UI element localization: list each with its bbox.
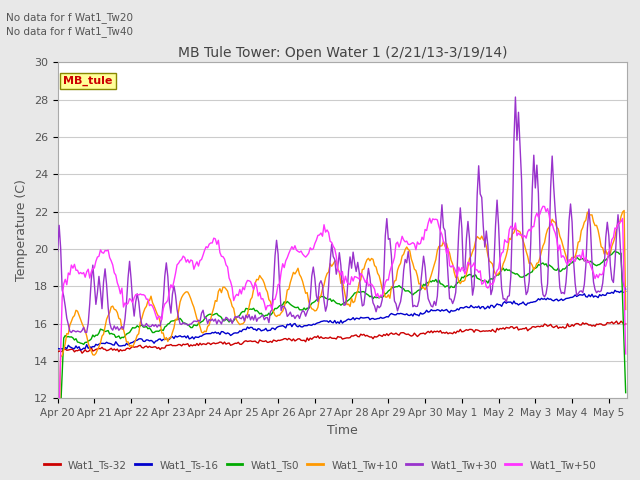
X-axis label: Time: Time <box>327 424 358 437</box>
Text: No data for f Wat1_Tw20: No data for f Wat1_Tw20 <box>6 12 133 23</box>
Title: MB Tule Tower: Open Water 1 (2/21/13-3/19/14): MB Tule Tower: Open Water 1 (2/21/13-3/1… <box>178 46 507 60</box>
Legend: Wat1_Ts-32, Wat1_Ts-16, Wat1_Ts0, Wat1_Tw+10, Wat1_Tw+30, Wat1_Tw+50: Wat1_Ts-32, Wat1_Ts-16, Wat1_Ts0, Wat1_T… <box>40 456 600 475</box>
Text: No data for f Wat1_Tw40: No data for f Wat1_Tw40 <box>6 26 133 37</box>
Y-axis label: Temperature (C): Temperature (C) <box>15 180 28 281</box>
Text: MB_tule: MB_tule <box>63 76 113 86</box>
